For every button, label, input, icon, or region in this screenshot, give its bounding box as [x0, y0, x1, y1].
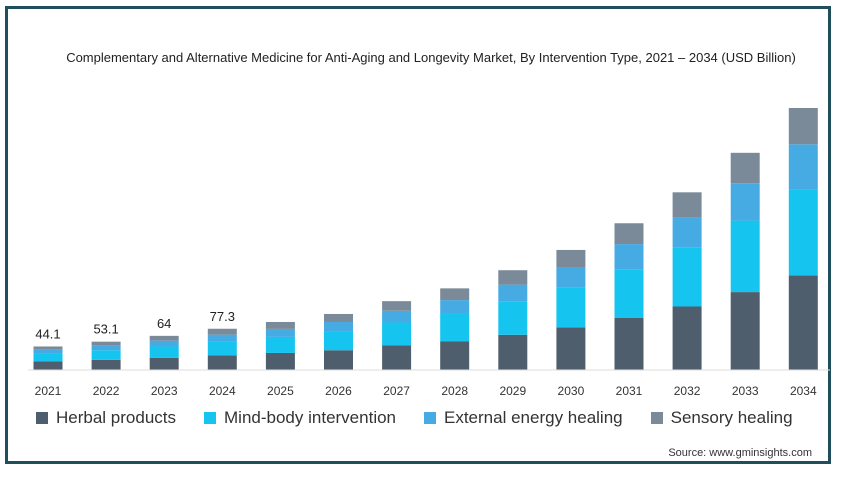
bar-2030-s3 [556, 249, 586, 268]
bar-2025-s0 [265, 352, 295, 370]
bar-2026-s0 [324, 350, 353, 370]
bar-2031-s2 [614, 244, 644, 270]
x-tick-2034: 2034 [790, 384, 817, 398]
legend-swatch-herbal [36, 412, 48, 424]
legend-item-herbal: Herbal products [36, 408, 176, 428]
legend-item-external-energy: External energy healing [424, 408, 623, 428]
bar-2030-s1 [556, 287, 586, 328]
x-tick-2033: 2033 [732, 384, 759, 398]
legend-item-sensory: Sensory healing [650, 408, 793, 428]
bar-2034-s3 [788, 108, 818, 145]
bar-2034-s0 [788, 275, 818, 370]
bar-2023-s3 [149, 335, 179, 341]
bar-2030-s0 [556, 327, 586, 370]
data-label-2021: 44.1 [35, 326, 60, 341]
legend-label-external-energy: External energy healing [444, 408, 623, 427]
bar-2022-s1 [91, 350, 121, 360]
bar-2025-s2 [265, 328, 295, 337]
bar-2033-s3 [730, 152, 760, 184]
x-tick-2026: 2026 [325, 384, 352, 398]
legend-swatch-sensory [650, 412, 663, 424]
bar-2022-s3 [91, 341, 121, 346]
bar-2032-s1 [672, 247, 702, 307]
bar-2032-s2 [672, 217, 702, 248]
x-tick-2022: 2022 [93, 384, 120, 398]
bar-2023-s1 [149, 346, 179, 358]
bar-2021-s1 [33, 353, 63, 362]
bar-2026-s1 [324, 331, 353, 351]
bar-2025-s3 [265, 321, 295, 329]
legend-label-mind-body: Mind-body intervention [224, 408, 396, 427]
bar-2029-s0 [498, 334, 528, 370]
legend-swatch-external-energy [424, 412, 436, 424]
bar-2022-s0 [91, 359, 121, 370]
x-tick-2024: 2024 [209, 384, 236, 398]
bar-2027-s2 [382, 310, 412, 323]
bar-2029-s1 [498, 301, 528, 335]
data-label-2024: 77.3 [210, 309, 235, 324]
bar-2034-s2 [788, 144, 818, 190]
labels-layer: 2021 44.1 2022 53.1 2023 64 2024 77.3 2025 2026 20… [35, 309, 817, 398]
legend: Herbal products Mind-body intervention E… [36, 408, 793, 428]
bar-2031-s3 [614, 223, 644, 245]
legend-label-herbal: Herbal products [56, 408, 177, 427]
bar-2024-s1 [207, 341, 237, 356]
x-tick-2029: 2029 [499, 384, 526, 398]
legend-swatch-mind-body [204, 412, 217, 424]
bar-2021-s2 [33, 349, 63, 354]
bar-2027-s1 [382, 322, 412, 346]
bar-2031-s0 [614, 317, 644, 370]
chart-title: Complementary and Alternative Medicine f… [66, 50, 796, 65]
bar-2033-s0 [730, 292, 760, 370]
bar-2028-s1 [440, 313, 470, 342]
bar-2021-s3 [33, 346, 63, 350]
x-tick-2031: 2031 [616, 384, 643, 398]
x-tick-2021: 2021 [35, 384, 62, 398]
source-note: Source: www.gminsights.com [668, 447, 812, 459]
bar-2027-s3 [382, 301, 412, 311]
bar-2027-s0 [382, 345, 412, 370]
bar-2023-s0 [149, 357, 179, 370]
bars-layer [33, 108, 818, 370]
bar-2026-s2 [324, 321, 353, 332]
bar-2028-s0 [440, 341, 470, 370]
bar-2028-s3 [440, 288, 470, 301]
legend-item-mind-body: Mind-body intervention [204, 408, 396, 428]
bar-2033-s1 [730, 220, 760, 293]
bar-2024-s2 [207, 334, 237, 342]
bar-2023-s2 [149, 340, 179, 347]
bar-2030-s2 [556, 267, 586, 288]
bar-2032-s3 [672, 192, 702, 218]
bar-2025-s1 [265, 336, 295, 353]
bar-2024-s3 [207, 328, 237, 335]
bar-2031-s1 [614, 269, 644, 318]
legend-label-sensory: Sensory healing [670, 408, 793, 427]
x-tick-2032: 2032 [674, 384, 701, 398]
data-label-2023: 64 [157, 316, 171, 331]
bar-2021-s0 [33, 361, 63, 370]
bar-2029-s2 [498, 284, 528, 302]
x-tick-2030: 2030 [558, 384, 585, 398]
bar-2032-s0 [672, 306, 702, 370]
bar-2024-s0 [207, 355, 237, 370]
bar-2034-s1 [788, 189, 818, 276]
x-tick-2027: 2027 [383, 384, 410, 398]
x-tick-2025: 2025 [267, 384, 294, 398]
x-tick-2028: 2028 [441, 384, 468, 398]
bar-2026-s3 [324, 313, 353, 322]
bar-2028-s2 [440, 300, 470, 314]
data-label-2022: 53.1 [93, 322, 118, 337]
x-tick-2023: 2023 [151, 384, 178, 398]
bar-2033-s2 [730, 183, 760, 221]
bar-2029-s3 [498, 270, 528, 285]
bar-2022-s2 [91, 345, 121, 351]
